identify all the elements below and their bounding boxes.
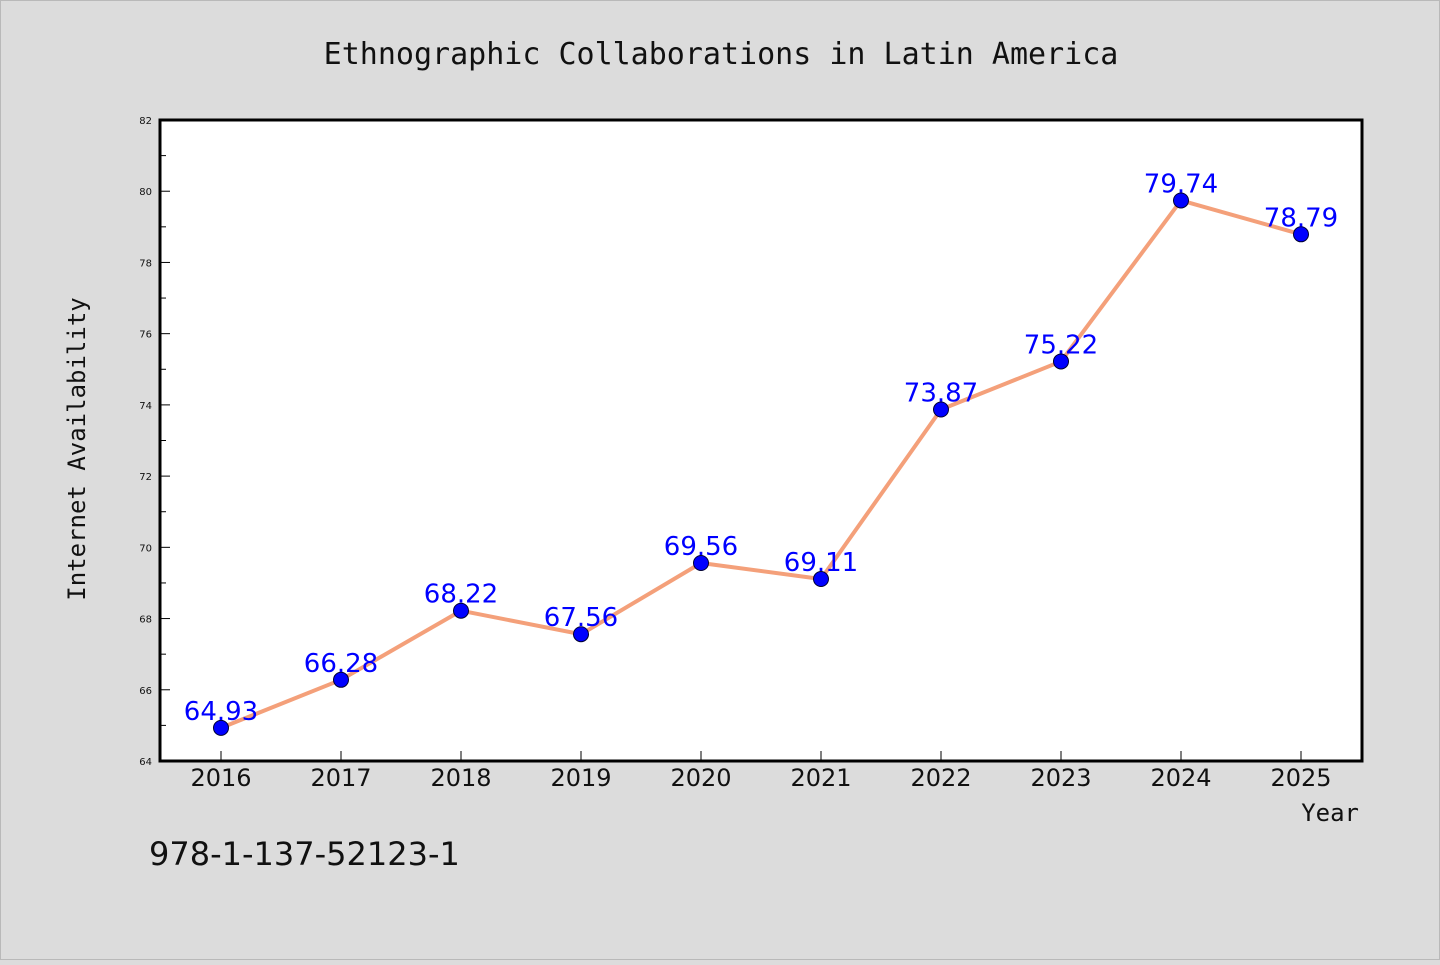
y-tick-label: 68	[139, 615, 152, 626]
data-point	[693, 555, 709, 572]
data-label: 68.22	[424, 580, 498, 610]
x-tick-label: 2020	[670, 764, 731, 792]
series-line	[220, 198, 1302, 730]
data-label: 78.79	[1264, 203, 1338, 233]
x-tick-label: 2022	[910, 764, 971, 792]
data-label: 79.74	[1144, 169, 1218, 199]
x-tick-label: 2016	[190, 764, 251, 792]
data-label: 67.56	[544, 603, 618, 633]
y-tick-label: 64	[139, 757, 152, 768]
data-point	[1053, 353, 1069, 370]
chart-title: Ethnographic Collaborations in Latin Ame…	[324, 37, 1119, 72]
data-label: 64.93	[184, 697, 258, 727]
footnote-isbn: 978-1-137-52123-1	[149, 835, 460, 873]
y-tick-label: 82	[139, 116, 152, 127]
data-point	[1293, 226, 1309, 243]
y-tick-label: 76	[139, 330, 152, 341]
data-point	[213, 719, 229, 736]
data-label: 69.56	[664, 532, 738, 562]
data-label: 66.28	[304, 649, 378, 679]
y-tick-label: 80	[139, 187, 152, 198]
y-tick-label: 74	[139, 401, 152, 412]
data-label: 69.11	[784, 548, 858, 578]
y-tick-label: 78	[139, 258, 152, 269]
series-layer: 64.93 66.28 68.22 67.56 69.56 69.11 73.87 75.22…	[184, 169, 1338, 736]
data-point	[573, 626, 589, 643]
y-tick-label: 72	[139, 472, 152, 483]
data-label: 75.22	[1024, 330, 1098, 360]
x-tick-label: 2023	[1030, 764, 1091, 792]
y-axis-label: Internet Availability	[63, 297, 91, 600]
y-tick-label: 70	[139, 543, 152, 554]
data-label: 73.87	[904, 379, 978, 409]
data-point	[453, 602, 469, 619]
x-tick-label: 2024	[1150, 764, 1211, 792]
x-tick-label: 2025	[1270, 764, 1331, 792]
x-tick-label: 2017	[310, 764, 371, 792]
x-tick-label: 2019	[550, 764, 611, 792]
y-axis: 64 66 68 70 72 74 76 78 80 82	[139, 116, 170, 768]
x-axis: 2016 2017 2018 2019 2020 2021 2022 2023 2024 2025	[190, 751, 1332, 792]
data-point	[1173, 192, 1189, 209]
x-tick-label: 2018	[430, 764, 491, 792]
data-point	[933, 401, 949, 418]
x-axis-label: Year	[1301, 799, 1359, 827]
data-point	[813, 571, 829, 588]
data-point	[333, 671, 349, 688]
x-tick-label: 2021	[790, 764, 851, 792]
y-tick-label: 66	[139, 686, 152, 697]
